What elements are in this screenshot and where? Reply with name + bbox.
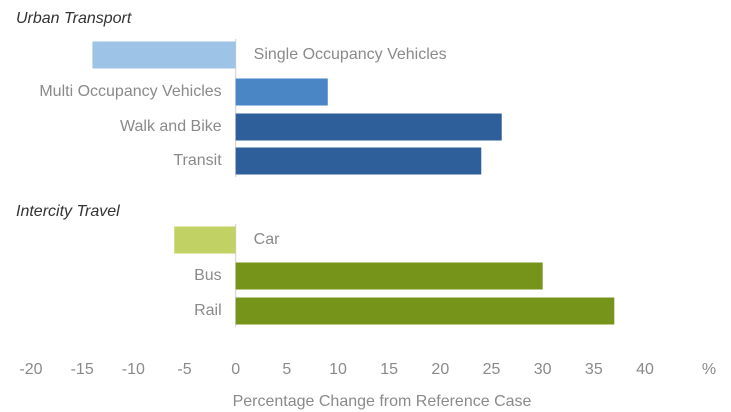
x-tick-label: 5 [282,361,291,378]
bar [235,78,328,106]
x-tick-label: 15 [380,361,398,378]
group-title: Urban Transport [16,10,132,27]
x-axis-title: Percentage Change from Reference Case [233,393,532,410]
group-title: Intercity Travel [16,203,120,220]
category-label: Transit [173,152,222,169]
x-tick-label: 35 [585,361,603,378]
category-label: Car [254,231,280,248]
x-tick-label: -20 [19,361,42,378]
category-label: Multi Occupancy Vehicles [39,83,221,100]
bar [235,113,502,141]
x-unit-label: % [702,361,716,378]
x-tick-label: -5 [177,361,191,378]
x-tick-label: -15 [71,361,94,378]
x-tick-label: -10 [122,361,145,378]
x-tick-label: 40 [636,361,654,378]
category-label: Single Occupancy Vehicles [254,46,447,63]
bar [235,297,615,325]
category-label: Walk and Bike [120,118,222,135]
category-label: Bus [194,267,222,284]
category-label: Rail [194,302,222,319]
x-tick-label: 25 [483,361,501,378]
x-tick-label: 10 [329,361,347,378]
bar [174,226,236,254]
bar [235,147,482,175]
x-tick-label: 30 [534,361,552,378]
bar [235,262,543,290]
x-tick-label: 0 [231,361,240,378]
bar [92,41,236,69]
x-tick-label: 20 [431,361,449,378]
